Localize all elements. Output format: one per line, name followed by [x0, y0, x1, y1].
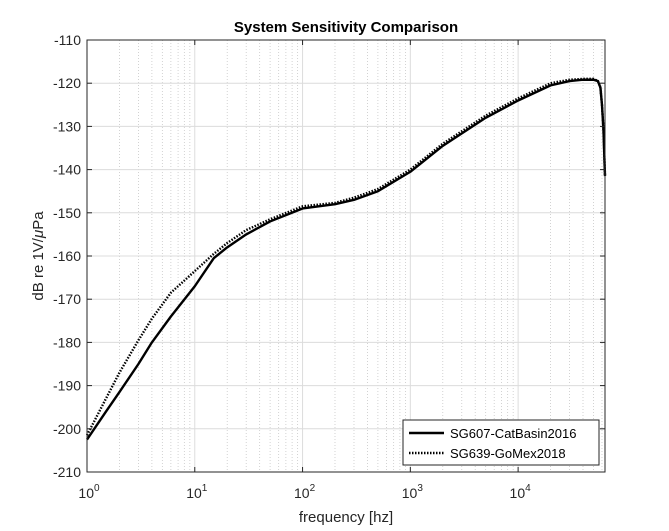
series-line-2: [85, 77, 607, 436]
legend-box: [402, 419, 600, 466]
y-axis-title-mu: μ: [30, 230, 47, 239]
y-axis-title-prefix: dB re 1V/: [30, 237, 47, 300]
x-tick-labels: 100 101 102 103 104: [78, 483, 531, 501]
y-axis-title-suffix: Pa: [30, 211, 47, 230]
y-tick-labels: -110 -120 -130 -140 -150 -160 -170 -180 -190 -200…: [53, 32, 81, 480]
y-tick-label: -160: [53, 248, 81, 264]
major-grid: [86, 39, 605, 473]
y-tick-label: -210: [53, 464, 81, 480]
y-tick-label: -130: [53, 118, 81, 134]
x-tick-label: 101: [186, 483, 208, 501]
y-tick-label: -150: [53, 205, 81, 221]
y-tick-label: -110: [54, 32, 81, 48]
legend-label-sg607: SG607-CatBasin2016: [450, 426, 576, 441]
y-tick-label: -180: [53, 334, 81, 350]
y-tick-label: -190: [53, 378, 81, 394]
y-tick-label: -170: [53, 291, 81, 307]
y-tick-label: -120: [53, 75, 81, 91]
legend-label-sg639: SG639-GoMex2018: [450, 446, 566, 461]
series-layer: [85, 77, 607, 441]
x-tick-label: 104: [510, 483, 532, 501]
x-tick-label: 100: [78, 483, 100, 501]
legend: SG607-CatBasin2016 SG639-GoMex2018: [402, 419, 600, 466]
tick-marks: [86, 39, 605, 473]
chart-title: System Sensitivity Comparison: [234, 19, 458, 36]
y-tick-label: -140: [53, 162, 81, 178]
x-tick-label: 102: [294, 483, 316, 501]
x-axis-title: frequency [hz]: [299, 509, 393, 526]
y-axis-title: dB re 1V/μPa: [30, 211, 47, 301]
x-tick-label: 103: [402, 483, 424, 501]
y-tick-label: -200: [53, 421, 81, 437]
